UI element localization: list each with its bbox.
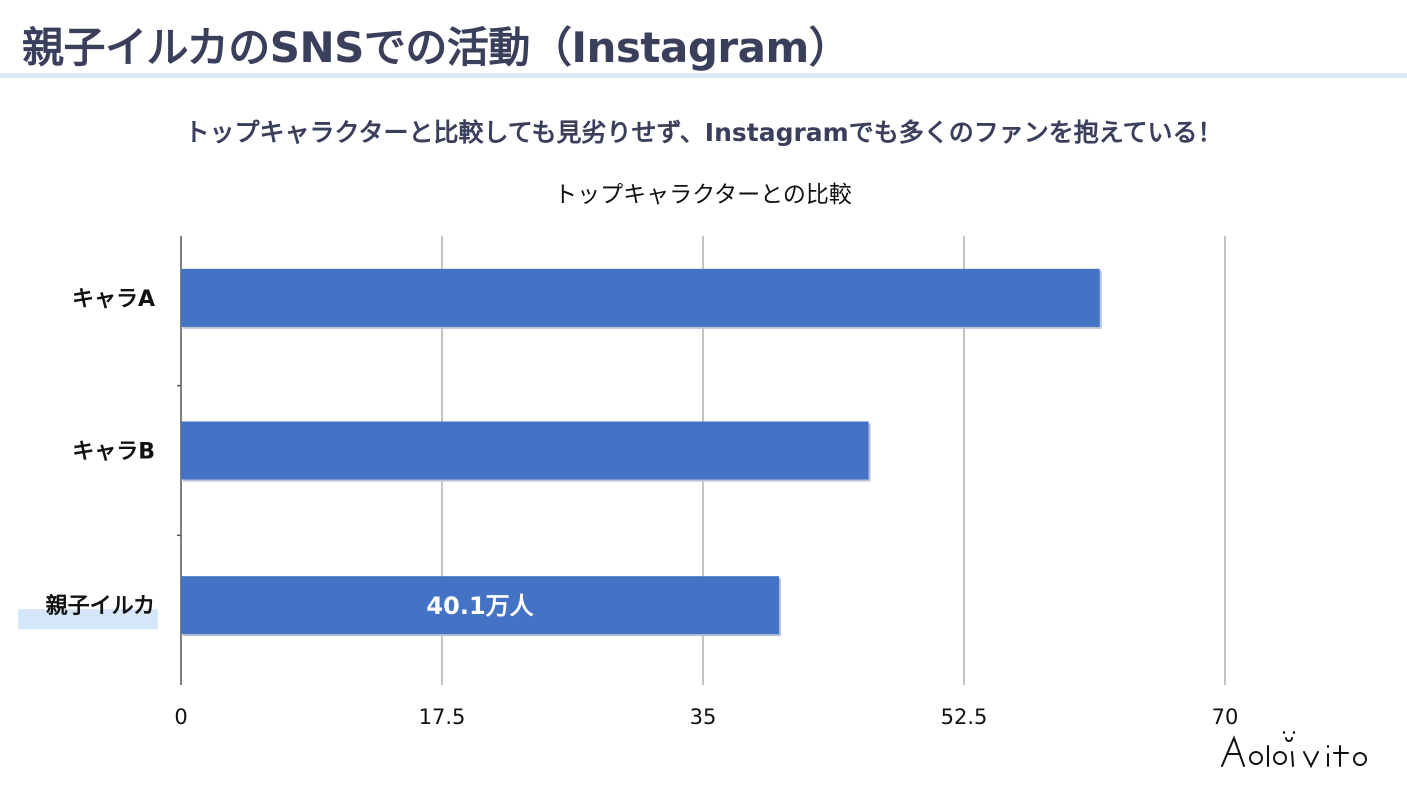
- bar-1: [181, 268, 1100, 327]
- x-tick-label: 52.5: [941, 705, 988, 729]
- bars: 40.1万人: [181, 268, 1102, 637]
- adavito-logo: [1221, 731, 1367, 769]
- x-axis-ticks: 0 17.5 35 52.5 70: [174, 705, 1238, 729]
- page-subtitle: トップキャラクターと比較しても見劣りせず、Instagramでも多くのファンを抱…: [184, 118, 1223, 147]
- title-divider: [0, 73, 1407, 78]
- x-tick-label: 35: [690, 705, 717, 729]
- bar-3: [181, 576, 780, 635]
- bar-2: [181, 421, 869, 480]
- category-highlight: [18, 609, 158, 630]
- category-labels: キャラA キャラB 親子イルカ: [18, 287, 158, 630]
- category-label: キャラA: [72, 287, 155, 312]
- bar-data-label: 40.1万人: [426, 592, 533, 620]
- category-label: キャラB: [72, 440, 155, 465]
- x-tick-label: 17.5: [419, 705, 466, 729]
- page-title: 親子イルカのSNSでの活動（Instagram）: [22, 23, 851, 72]
- x-tick-label: 70: [1212, 705, 1239, 729]
- category-label: 親子イルカ: [46, 594, 155, 619]
- x-tick-label: 0: [174, 705, 187, 729]
- chart-title: トップキャラクターとの比較: [554, 182, 852, 208]
